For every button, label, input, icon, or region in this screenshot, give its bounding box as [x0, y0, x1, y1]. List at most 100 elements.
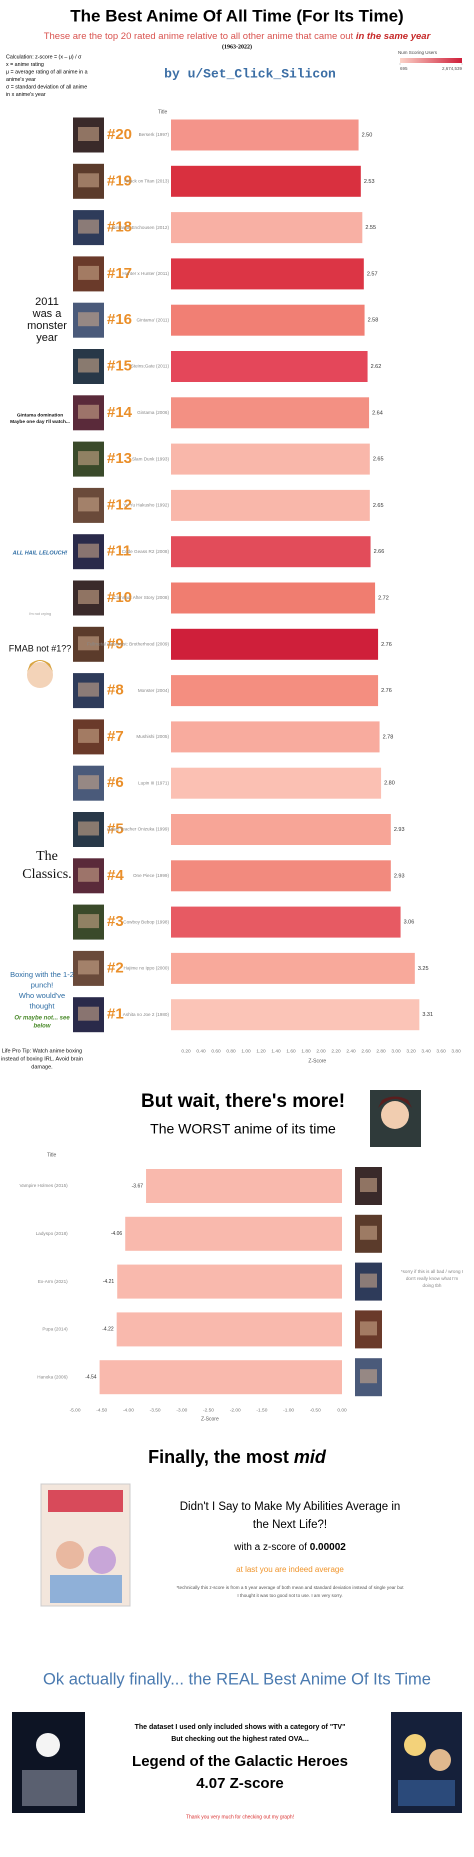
mid-score-prefix: with a z-score of [233, 1542, 310, 1553]
x-tick-label: 3.20 [406, 1048, 416, 1054]
thumbnail-art [78, 728, 99, 743]
bar [171, 628, 379, 660]
bar [171, 536, 371, 568]
subtitle-emphasis: in the same year [356, 31, 432, 42]
rank: #12 [107, 496, 132, 513]
thumbnail-art [78, 312, 99, 327]
x-tick-label: -2.00 [230, 1407, 241, 1413]
bar [125, 1216, 342, 1251]
x-axis-label: Z-Score [308, 1058, 326, 1064]
category-label: Hanoka (2006) [37, 1374, 68, 1379]
legend-gradient [400, 58, 462, 63]
calculation-line: x = anime rating [6, 62, 44, 68]
mid-footnote: *technically this z-score is from a 5 ye… [176, 1585, 404, 1590]
mid-score-value: 0.00002 [310, 1542, 347, 1553]
bar [116, 1312, 342, 1347]
mid-anime: Didn't I Say to Make My Abilities Averag… [180, 1501, 401, 1513]
category-header: Title [47, 1152, 56, 1158]
figure [88, 1546, 116, 1574]
rank: #3 [107, 913, 124, 930]
value-label: 2.78 [383, 734, 394, 740]
annotation: Maybe one day I'll watch... [10, 419, 70, 425]
thumbnail-art [360, 1273, 377, 1288]
bar [171, 119, 359, 151]
thumbnail-art [78, 636, 99, 651]
thumbnail-art [360, 1321, 377, 1336]
bar [171, 999, 420, 1031]
bar [171, 906, 401, 938]
value-label: 2.76 [381, 642, 392, 648]
rank: #20 [107, 126, 132, 143]
x-axis-label: Z-Score [201, 1416, 219, 1422]
bar [171, 212, 363, 244]
x-tick-label: 1.80 [301, 1048, 311, 1054]
category-label: Ashita no Joe 2 (1980) [123, 1012, 170, 1017]
x-tick-label: 1.20 [256, 1048, 266, 1054]
category-label: Slam Dunk (1993) [132, 456, 169, 461]
x-tick-label: 3.80 [451, 1048, 461, 1054]
finale-image-right [391, 1712, 462, 1813]
value-label: -4.22 [102, 1327, 114, 1333]
category-header: Title [158, 109, 167, 115]
thumbnail-art [360, 1369, 377, 1384]
x-tick-label: 2.20 [331, 1048, 341, 1054]
thumbnail-art [78, 960, 99, 975]
x-tick-label: -5.00 [70, 1407, 81, 1413]
rank: #14 [107, 404, 133, 421]
thumbnail-art [78, 914, 99, 929]
chart: Title -5.00 -4.50 -4.00 -3.50 -3.00 -2.50 -2.00… [20, 1152, 382, 1422]
value-label: 3.06 [404, 920, 415, 926]
category-label: Mushishi (2005) [136, 734, 169, 739]
x-tick-label: 0.80 [226, 1048, 236, 1054]
value-label: 2.80 [384, 781, 395, 787]
rank: #17 [107, 265, 132, 282]
calculation-line: μ = average rating of all anime in a [6, 69, 88, 75]
calculation-line: in x anime's year [6, 92, 46, 98]
value-label: 2.65 [373, 503, 384, 509]
image-title [48, 1490, 123, 1512]
title: The Best Anime Of All Time (For Its Time… [70, 6, 403, 25]
x-tick-label: 3.60 [436, 1048, 446, 1054]
rank: #4 [107, 867, 124, 884]
x-tick-label: -4.00 [123, 1407, 134, 1413]
calculation-line: Calculation: z-score = (x – μ) / σ [6, 54, 82, 60]
rank: #6 [107, 774, 124, 791]
rank: #19 [107, 172, 132, 189]
category-label: Gintama' (2011) [137, 317, 170, 322]
figure [429, 1749, 451, 1771]
mid-anime: the Next Life?! [253, 1519, 327, 1531]
thumbnail-art [360, 1225, 377, 1240]
annotation: punch! [31, 980, 54, 989]
rank: #7 [107, 728, 124, 745]
thumbnail-art [78, 590, 99, 604]
bar [171, 721, 380, 753]
rank: #8 [107, 682, 124, 699]
figure [22, 1770, 77, 1806]
value-label: 3.31 [422, 1012, 433, 1018]
bar [171, 860, 391, 892]
category-label: Monster (2004) [138, 688, 170, 693]
x-tick-label: 0.40 [196, 1048, 206, 1054]
rank: #9 [107, 635, 124, 652]
author: by u/Set_Click_Silicon [164, 66, 336, 81]
more-title: But wait, there's more! [141, 1091, 345, 1112]
bar [171, 489, 370, 521]
value-label: 2.93 [394, 827, 405, 833]
subtitle: These are the top 20 rated anime relativ… [44, 31, 432, 42]
thumbnail-art [78, 543, 99, 558]
thumbnail-art [78, 219, 99, 234]
annotation: 2011 [35, 296, 59, 308]
x-tick-label: 3.00 [391, 1048, 401, 1054]
bar [146, 1169, 342, 1203]
thumbnail-art [78, 682, 99, 697]
thumbnail-art [360, 1178, 377, 1192]
category-label: Pupa (2014) [42, 1327, 68, 1332]
x-tick-label: -1.50 [256, 1407, 267, 1413]
value-label: 2.65 [373, 457, 384, 463]
rank: #18 [107, 219, 132, 236]
mid-score: with a z-score of 0.00002 [233, 1542, 346, 1553]
annotation: damage. [31, 1064, 53, 1070]
rank: #11 [107, 543, 131, 560]
bar [171, 582, 376, 614]
thumbnail-art [78, 821, 99, 836]
